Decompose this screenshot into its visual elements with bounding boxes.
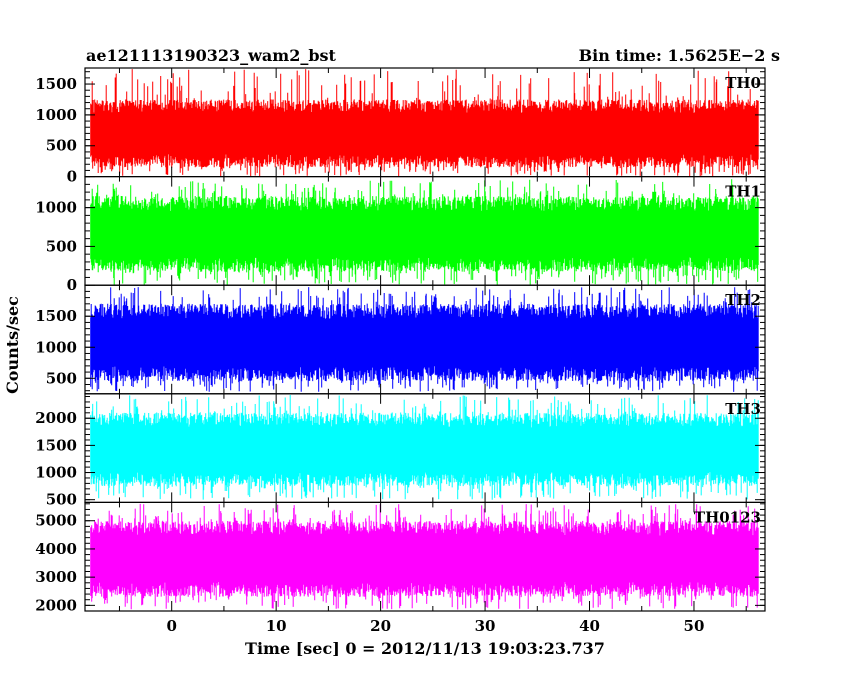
panel-th1: 0 500 1000 TH1 — [35, 176, 766, 294]
y-tick-label-th1: 1000 — [35, 199, 77, 217]
x-tick-label: 50 — [684, 617, 705, 635]
y-axis-title: Counts/sec — [3, 296, 22, 394]
y-tick-label-th3: 2000 — [35, 409, 77, 427]
y-tick-label-th0123: 3000 — [35, 568, 77, 586]
panel-label-th2: TH2 — [725, 291, 761, 309]
y-tick-label-th0123: 4000 — [35, 540, 77, 558]
y-tick-label-th0: 500 — [46, 137, 77, 155]
series-th0-trace — [90, 69, 759, 177]
panel-th0: 0 500 1000 1500 TH0 — [35, 67, 766, 186]
x-tick-label: 0 — [166, 617, 176, 635]
x-tick-label: 20 — [370, 617, 391, 635]
y-tick-label-th0: 0 — [67, 168, 77, 186]
panel-label-th1: TH1 — [725, 183, 761, 201]
x-tick-label: 10 — [266, 617, 287, 635]
y-tick-label-th1: 500 — [46, 237, 77, 255]
series-th1-trace — [90, 179, 759, 285]
bin-time-label: Bin time: 1.5625E−2 s — [579, 46, 780, 65]
panel-th0123-frame — [84, 501, 766, 612]
panel-label-th3: TH3 — [725, 400, 761, 418]
y-tick-label-th1: 0 — [67, 276, 77, 294]
series-th2-trace — [90, 287, 759, 392]
y-tick-label-th0123: 5000 — [35, 512, 77, 530]
panel-th0123: 2000 3000 4000 5000 TH0123 — [35, 501, 766, 614]
x-tick-label: 40 — [579, 617, 600, 635]
y-tick-label-th0: 1500 — [35, 75, 77, 93]
y-tick-label-th3: 1000 — [35, 464, 77, 482]
panel-label-th0: TH0 — [725, 74, 761, 92]
y-tick-label-th0: 1000 — [35, 106, 77, 124]
x-axis: 0 10 20 30 40 50 — [166, 617, 704, 635]
series-th0123-trace — [90, 503, 759, 610]
x-tick-label: 30 — [475, 617, 496, 635]
y-tick-label-th3: 500 — [46, 491, 77, 509]
y-tick-label-th2: 1500 — [35, 307, 77, 325]
y-tick-label-th2: 500 — [46, 369, 77, 387]
series-th3-trace — [90, 395, 759, 500]
chart-title: ae121113190323_wam2_bst — [86, 46, 337, 65]
y-tick-label-th3: 1500 — [35, 436, 77, 454]
panel-label-th0123: TH0123 — [694, 508, 761, 526]
x-axis-title: Time [sec] 0 = 2012/11/13 19:03:23.737 — [245, 639, 605, 658]
y-tick-label-th0123: 2000 — [35, 596, 77, 614]
panels-group: 0 500 1000 1500 TH0 0 500 1000 TH1 500 1000 1500 TH2… — [35, 67, 766, 614]
y-tick-label-th2: 1000 — [35, 338, 77, 356]
